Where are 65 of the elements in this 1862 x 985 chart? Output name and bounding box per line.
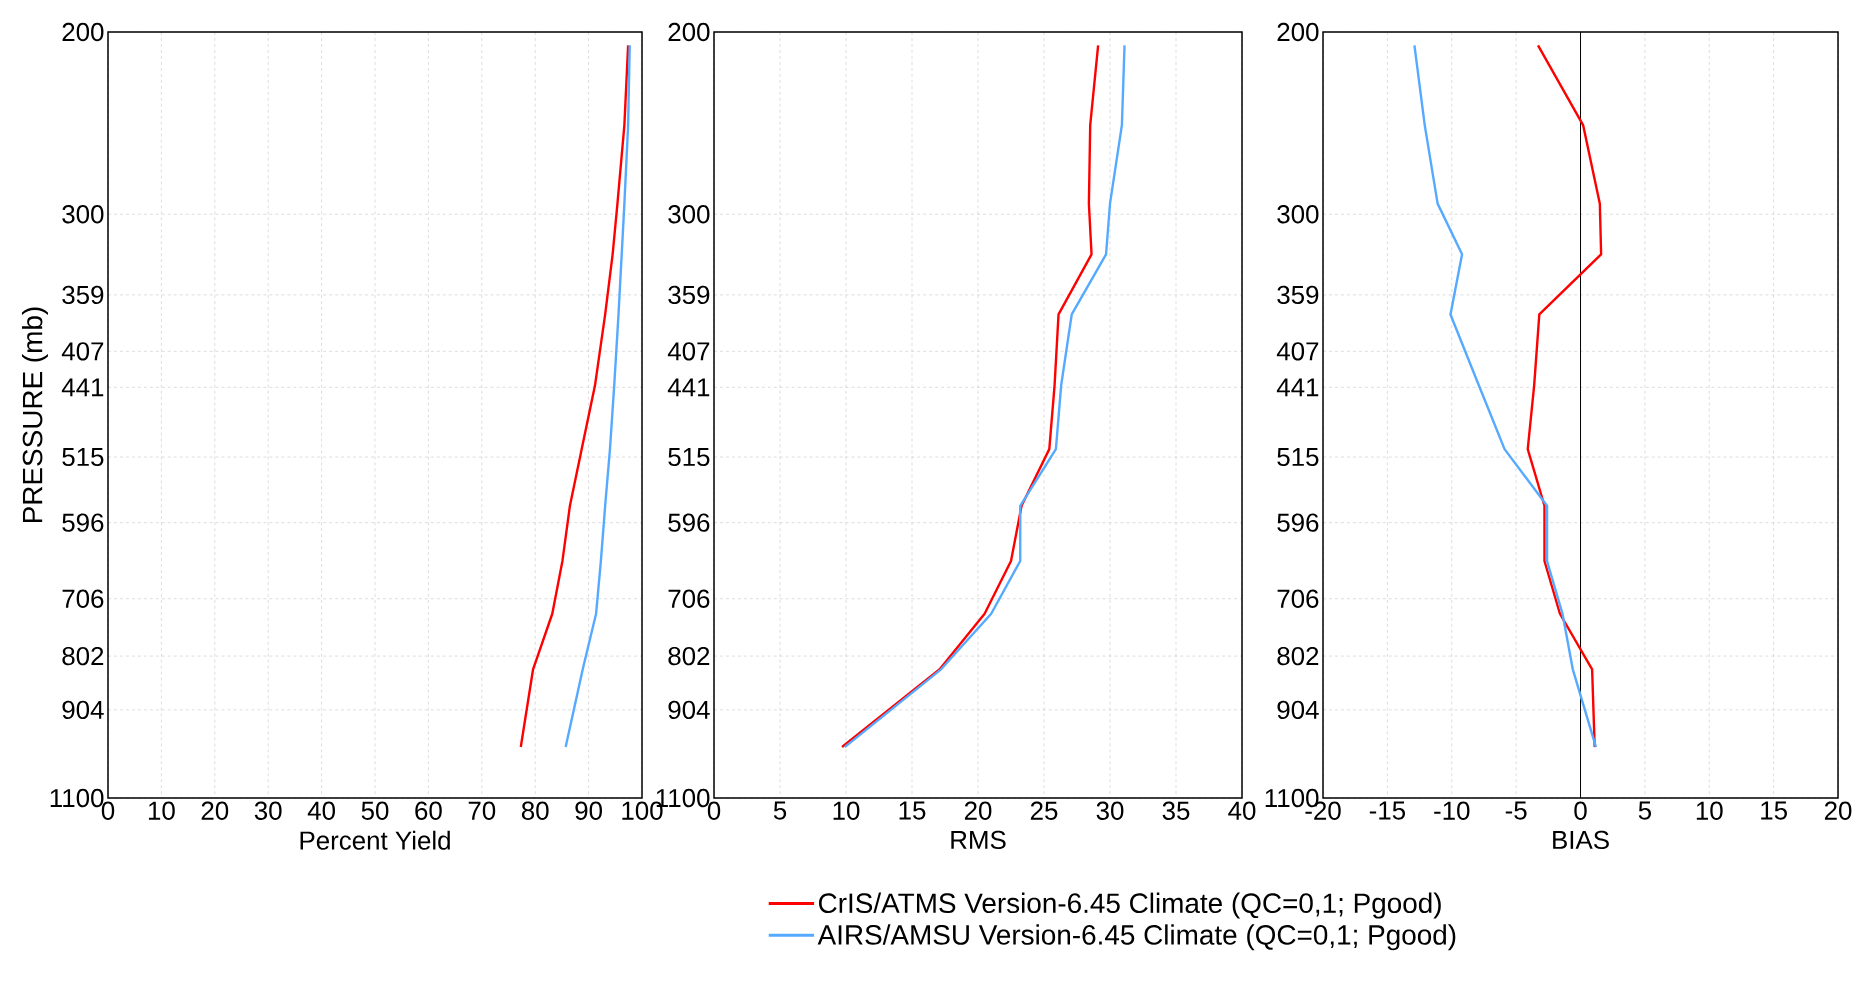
y-tick-label: 904 [1277, 700, 1319, 720]
y-tick-label: 596 [668, 513, 710, 532]
y-axis-title: PRESSURE (mb) [21, 307, 48, 523]
y-tick-label: 200 [1277, 22, 1319, 42]
y-tick-label: 802 [668, 646, 710, 666]
x-tick-label: 30 [254, 801, 282, 820]
y-tick-label: 407 [61, 342, 104, 361]
x-tick-label: 70 [468, 801, 496, 820]
x-tick-label: 5 [1638, 801, 1652, 820]
x-tick-label: 20 [964, 801, 992, 820]
y-tick-label: 300 [1277, 205, 1319, 224]
x-tick-label: 50 [361, 801, 389, 820]
y-tick-label: 802 [62, 646, 104, 666]
x-tick-label: 15 [1761, 801, 1787, 820]
x-tick-label: -15 [1369, 801, 1406, 820]
y-tick-label: 359 [62, 285, 104, 305]
x-tick-label: 60 [415, 801, 442, 820]
y-tick-label: 441 [61, 378, 104, 397]
y-tick-label: 904 [62, 700, 104, 720]
x-tick-label: 20 [201, 801, 229, 820]
y-tick-label: 407 [1276, 342, 1319, 361]
y-tick-label: 706 [1277, 589, 1319, 608]
x-tick-label: 10 [1696, 801, 1723, 820]
x-tick-label: 40 [307, 801, 335, 820]
x-axis-title: BIAS [1553, 830, 1609, 850]
y-tick-label: 407 [667, 342, 710, 361]
y-tick-label: 706 [668, 589, 710, 608]
x-tick-label: 5 [773, 801, 787, 820]
y-tick-label: 200 [668, 22, 710, 42]
x-tick-label: 20 [1824, 801, 1852, 820]
y-tick-label: 706 [62, 589, 104, 608]
y-tick-label: 359 [668, 285, 710, 305]
x-tick-label: 30 [1096, 801, 1124, 820]
y-tick-label: 300 [62, 205, 104, 224]
x-tick-label: 80 [521, 801, 549, 820]
y-tick-label: 515 [668, 448, 710, 467]
y-tick-label: 515 [1277, 448, 1319, 467]
y-tick-label: 441 [1276, 378, 1319, 397]
x-tick-label: -5 [1505, 801, 1527, 820]
x-tick-label: 35 [1162, 801, 1190, 820]
legend-label: AIRS/AMSU Version-6.45 Climate (QC=0,1; Pgood) [817, 924, 1456, 951]
y-tick-label: 596 [1277, 513, 1319, 532]
y-tick-label: 515 [62, 448, 104, 467]
x-tick-label: 10 [833, 801, 860, 820]
y-tick-label: 300 [668, 205, 710, 224]
y-tick-label: 904 [668, 700, 710, 720]
x-tick-label: 25 [1030, 801, 1058, 820]
x-tick-label: 10 [148, 801, 175, 820]
line-series [519, 44, 630, 749]
y-tick-label: 441 [667, 378, 710, 397]
line-series [1413, 44, 1598, 749]
x-axis-title: Percent Yield [300, 830, 450, 850]
y-tick-label: 200 [62, 22, 104, 42]
x-tick-label: 15 [899, 801, 926, 820]
x-tick-label: -10 [1434, 801, 1470, 820]
y-tick-label: 359 [1277, 285, 1319, 305]
x-tick-label: 0 [1574, 801, 1587, 820]
x-axis-title: RMS [951, 830, 1006, 850]
y-tick-label: 802 [1277, 646, 1319, 666]
legend-label: CrIS/ATMS Version-6.45 Climate (QC=0,1; Pgood) [819, 892, 1441, 919]
line-series [564, 44, 631, 749]
line-series [1526, 44, 1603, 749]
x-tick-label: 90 [575, 801, 602, 820]
x-tick-label: 40 [1228, 801, 1256, 820]
y-tick-label: 596 [62, 513, 104, 532]
